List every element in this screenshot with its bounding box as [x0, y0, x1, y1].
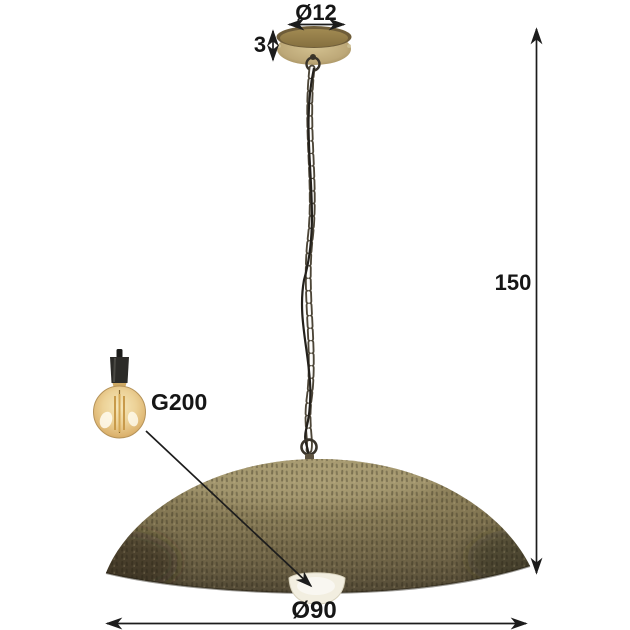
bulb-socket-highlight — [113, 358, 116, 382]
canopy-height-label: 3 — [254, 32, 266, 57]
bulb-type-arrow — [145, 430, 313, 588]
lamp-shade — [105, 459, 531, 605]
canopy-diameter-label: Ø12 — [295, 0, 337, 25]
shade-bulb-highlight — [297, 577, 335, 595]
bulb-reflection-right — [127, 411, 139, 427]
canopy-screw-right — [347, 44, 351, 48]
overall-height-label: 150 — [495, 270, 532, 295]
shade-diameter-label: Ø90 — [291, 597, 336, 624]
callout-bulb-type: G200 — [145, 389, 313, 588]
dimension-shade-diameter: Ø90 — [105, 597, 528, 630]
dimension-canopy-diameter: Ø12 — [287, 0, 346, 31]
sample-bulb-g200 — [93, 349, 146, 439]
ceiling-canopy — [276, 26, 352, 72]
dimension-canopy-height: 3 — [254, 29, 279, 62]
canopy-top — [280, 29, 348, 47]
bulb-socket — [110, 357, 129, 383]
bulb-stem — [116, 349, 123, 358]
chain-cord — [300, 67, 316, 455]
hanging-chain — [300, 64, 318, 462]
bulb-reflection-left — [99, 411, 113, 429]
canopy-screw-left — [277, 44, 281, 48]
bulb-type-label: G200 — [151, 389, 207, 415]
dimension-overall-height: 150 — [495, 27, 543, 575]
